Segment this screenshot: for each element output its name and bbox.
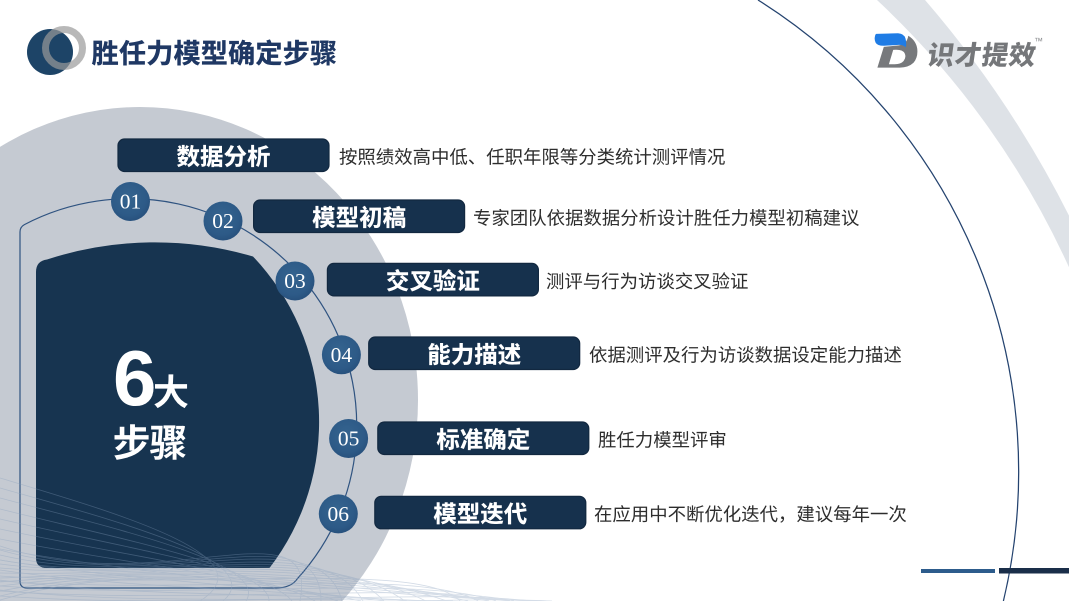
svg-text:03: 03 <box>284 269 306 293</box>
svg-text:6: 6 <box>113 334 156 422</box>
svg-text:™: ™ <box>1034 36 1043 46</box>
svg-text:02: 02 <box>212 209 234 233</box>
svg-text:04: 04 <box>331 343 353 367</box>
svg-text:05: 05 <box>338 427 360 451</box>
svg-text:01: 01 <box>120 190 142 214</box>
svg-text:06: 06 <box>328 502 350 526</box>
